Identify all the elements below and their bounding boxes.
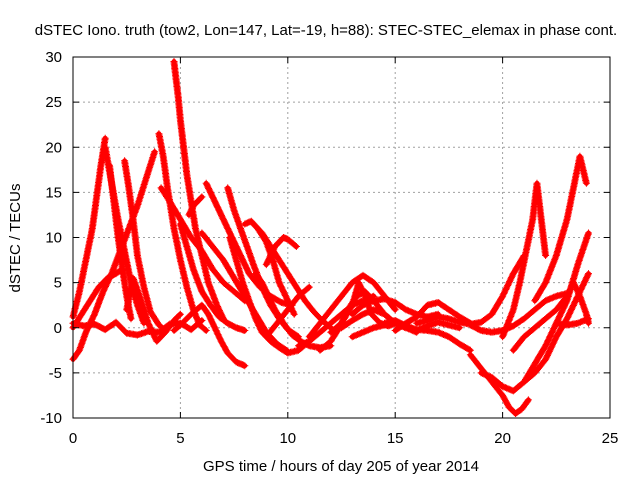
x-tick-label: 15 (387, 430, 404, 447)
series-arc9 (155, 130, 210, 334)
y-axis-label: dSTEC / TECUs (7, 184, 24, 293)
plus-markers (413, 252, 528, 328)
y-tick-label: 25 (45, 94, 62, 111)
series-arc11 (157, 184, 249, 305)
series-arc22 (262, 234, 300, 269)
series-arc34 (466, 290, 571, 336)
series-arc12 (176, 220, 249, 334)
plot-area (69, 58, 592, 417)
y-tick-label: 15 (45, 184, 62, 201)
plus-markers (391, 299, 474, 334)
series-arc25 (305, 271, 399, 341)
plus-markers (262, 234, 300, 269)
y-tick-label: 10 (45, 230, 62, 247)
series-arc8 (123, 274, 184, 345)
series-arc32 (391, 299, 474, 334)
series-arc38 (509, 279, 592, 354)
series-arc4 (121, 157, 169, 334)
x-tick-label: 0 (69, 430, 77, 447)
x-tick-label: 5 (176, 430, 184, 447)
series-arc39 (531, 152, 590, 305)
plus-markers (121, 157, 169, 334)
series-arc23 (262, 283, 313, 341)
plus-markers (157, 184, 249, 305)
plus-markers (381, 317, 464, 334)
x-tick-label: 20 (494, 430, 511, 447)
y-tick-label: 5 (54, 275, 62, 292)
plus-markers (185, 193, 206, 219)
series-arc21 (249, 220, 335, 332)
plot-frame (72, 56, 611, 419)
plus-markers (123, 274, 184, 345)
x-axis-label: GPS time / hours of day 205 of year 2014 (203, 458, 479, 475)
series-arc31 (381, 317, 464, 334)
plus-markers (552, 315, 592, 329)
plus-markers (531, 152, 590, 305)
grid-lines (73, 57, 610, 418)
plus-markers (170, 301, 249, 370)
chart-title: dSTEC Iono. truth (tow2, Lon=147, Lat=-1… (35, 22, 617, 39)
axis-ticks: 0 5 10 15 20 25 -10 -5 0 5 10 15 20 25 30 (40, 49, 618, 447)
y-tick-label: -5 (49, 365, 62, 382)
plus-markers (499, 179, 550, 341)
plus-markers (262, 283, 313, 341)
x-tick-label: 25 (602, 430, 619, 447)
series-arc40 (520, 270, 592, 386)
x-tick-label: 10 (279, 430, 296, 447)
y-tick-label: 0 (54, 320, 62, 337)
series-arc41 (552, 315, 592, 329)
series-arc14 (185, 193, 206, 219)
y-tick-label: 20 (45, 139, 62, 156)
y-tick-label: -10 (40, 410, 62, 427)
series-arc13 (170, 301, 249, 370)
plus-markers (176, 220, 249, 334)
series-arc37 (499, 179, 550, 341)
y-tick-label: 30 (45, 49, 62, 66)
